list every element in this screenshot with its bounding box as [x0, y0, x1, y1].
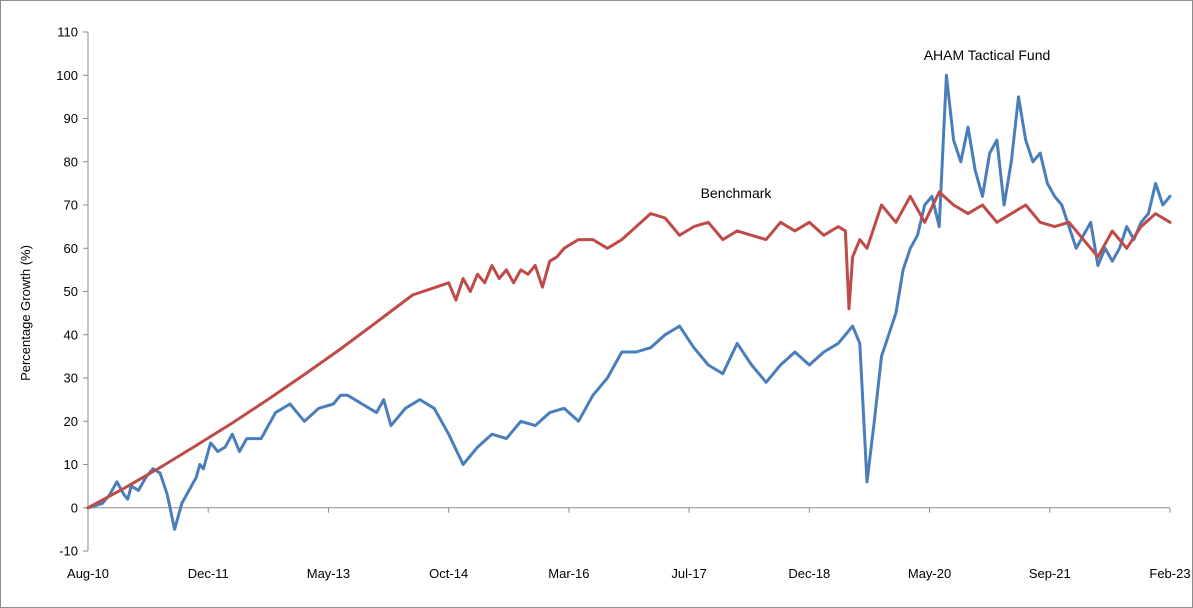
- y-axis-label: Percentage Growth (%): [18, 245, 33, 381]
- x-tick-label: Dec-11: [188, 566, 229, 581]
- y-tick-label: 80: [64, 154, 78, 169]
- x-tick-label: Aug-10: [67, 566, 109, 581]
- axes: [83, 31, 1171, 552]
- y-tick-label: 100: [56, 68, 78, 83]
- x-tick-labels: Aug-10 Dec-11 May-13 Oct-14 Mar-16 Jul-17 Dec-…: [67, 566, 1191, 581]
- y-tick-label: 0: [71, 500, 78, 515]
- y-tick-label: 30: [64, 371, 78, 386]
- y-tick-label: 70: [64, 198, 78, 213]
- fund-series-line: [86, 73, 1172, 531]
- y-tick-label: 90: [64, 111, 78, 126]
- y-tick-label: 20: [64, 414, 78, 429]
- y-tick-label: 40: [64, 327, 78, 342]
- y-tick-label: -10: [59, 544, 78, 559]
- y-tick-labels: -10 0 10 20 30 40 50 60 70 80 90 100 110: [56, 25, 78, 559]
- x-tick-label: Mar-16: [548, 566, 589, 581]
- x-tick-label: Dec-18: [788, 566, 830, 581]
- x-tick-label: Feb-23: [1149, 566, 1190, 581]
- y-tick-label: 60: [64, 241, 78, 256]
- series-lines: [86, 73, 1172, 531]
- x-tick-label: Jul-17: [671, 566, 706, 581]
- x-tick-label: May-20: [908, 566, 951, 581]
- x-tick-label: Oct-14: [429, 566, 468, 581]
- benchmark-series-label: Benchmark: [701, 185, 773, 201]
- y-tick-label: 10: [64, 457, 78, 472]
- y-tick-label: 110: [57, 25, 78, 40]
- x-tick-label: Sep-21: [1029, 566, 1071, 581]
- y-tick-label: 50: [64, 284, 78, 299]
- x-tick-label: May-13: [307, 566, 350, 581]
- fund-series-label: AHAM Tactical Fund: [924, 47, 1051, 63]
- benchmark-series-line: [86, 190, 1172, 510]
